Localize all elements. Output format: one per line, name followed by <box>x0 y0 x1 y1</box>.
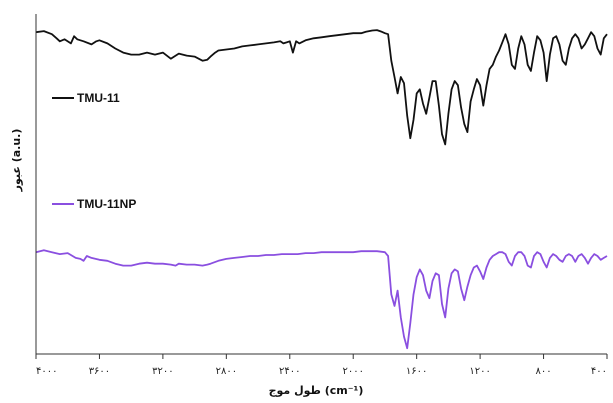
y-axis-title: عبور (a.u.) <box>10 129 23 193</box>
legend: TMU-11 TMU-11NP <box>52 91 136 211</box>
series-line-tmu-11np <box>35 249 608 350</box>
x-tick-label: ۳۲۰۰ <box>152 366 173 377</box>
x-tick-label: ۲۴۰۰ <box>279 366 300 377</box>
x-tick-label: ۳۶۰۰ <box>89 366 110 377</box>
x-tick-label: ۴۰۰ <box>591 366 607 377</box>
series-layer <box>35 29 608 350</box>
x-tick-label: ۱۲۰۰ <box>469 366 490 377</box>
x-ticks: ۴۰۰۰ ۳۶۰۰ ۳۲۰۰ ۲۸۰۰ ۲۴۰۰ ۲۰۰۰ ۱۶۰۰ ۱۲۰۰ ۸۰۰ ۴۰۰ <box>35 354 608 377</box>
x-axis-title: طول موج (cm⁻¹) <box>269 384 364 398</box>
x-tick-label: ۲۸۰۰ <box>216 366 237 377</box>
series-line-tmu-11 <box>35 29 608 146</box>
x-tick-label: ۲۰۰۰ <box>342 366 363 377</box>
x-tick-label: ۴۰۰۰ <box>36 366 57 377</box>
x-tick-label: ۱۶۰۰ <box>406 366 427 377</box>
legend-label-tmu-11: TMU-11 <box>77 91 120 105</box>
legend-label-tmu-11np: TMU-11NP <box>77 197 136 211</box>
x-tick-label: ۸۰۰ <box>535 366 551 377</box>
axes <box>35 14 607 355</box>
